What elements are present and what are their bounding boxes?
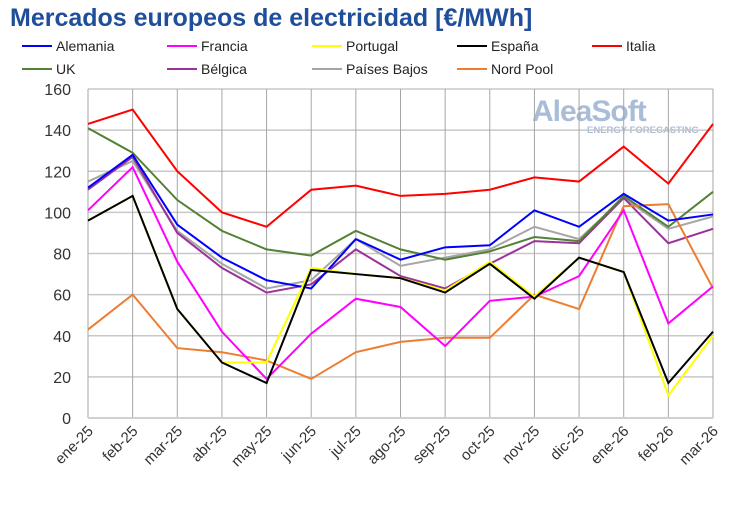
legend-label: Nord Pool [491,61,554,77]
legend-label: Alemania [56,38,115,54]
legend-item: España [457,38,538,54]
x-tick-label: nov-25 [499,423,543,467]
y-tick-label: 100 [44,205,71,222]
legend-swatch [167,45,197,47]
y-tick-label: 60 [53,288,71,305]
series-line-uk [87,127,714,261]
x-tick-label: oct-25 [457,423,499,465]
legend-label: UK [56,61,76,77]
legend-item: Bélgica [167,61,247,77]
legend-item: Portugal [312,38,398,54]
legend-swatch [22,68,52,70]
y-tick-label: 0 [62,411,71,428]
x-tick-label: dic-25 [547,423,588,464]
legend-label: Italia [626,38,656,54]
legend-item: Países Bajos [312,61,428,77]
legend-item: Alemania [22,38,114,54]
legend-swatch [457,68,487,70]
series-line-italia [87,108,714,228]
y-tick-label: 20 [53,370,71,387]
x-tick-label: feb-26 [635,423,677,465]
legend-swatch [312,68,342,70]
x-tick-label: ene-26 [587,423,632,468]
legend-swatch [167,68,197,70]
x-tick-label: abr-25 [188,423,231,466]
series-line-bélgica [87,155,714,294]
legend-label: Portugal [346,38,399,54]
x-tick-label: ago-25 [364,423,409,468]
legend-item: Italia [592,38,656,54]
x-tick-label: sep-25 [410,423,454,467]
x-tick-label: mar-26 [676,423,722,469]
legend-swatch [592,45,622,47]
y-tick-label: 120 [44,164,71,181]
logo-brand: AleaSoft [532,95,647,128]
x-tick-label: ene-25 [52,423,97,468]
legend-swatch [457,45,487,47]
y-tick-label: 40 [53,329,71,346]
y-tick-label: 80 [53,247,71,264]
x-tick-label: jul-25 [326,423,365,462]
legend-label: España [491,38,539,54]
y-tick-label: 160 [44,82,71,99]
series-line-francia [87,165,714,381]
x-tick-label: jun-25 [278,423,320,465]
legend-item: UK [22,61,75,77]
chart-title: Mercados europeos de electricidad [€/MWh… [10,4,533,32]
y-tick-label: 140 [44,123,71,140]
x-tick-label: feb-25 [99,423,141,465]
legend-item: Nord Pool [457,61,553,77]
legend-label: Países Bajos [346,61,428,77]
legend-label: Francia [201,38,248,54]
x-tick-label: may-25 [228,423,275,470]
legend-item: Francia [167,38,248,54]
series-line-nord-pool [87,203,714,381]
x-tick-label: mar-25 [140,423,186,469]
series-line-alemania [87,153,714,290]
legend-label: Bélgica [201,61,247,77]
series-line-españa [87,194,714,385]
legend-swatch [22,45,52,47]
legend-swatch [312,45,342,47]
